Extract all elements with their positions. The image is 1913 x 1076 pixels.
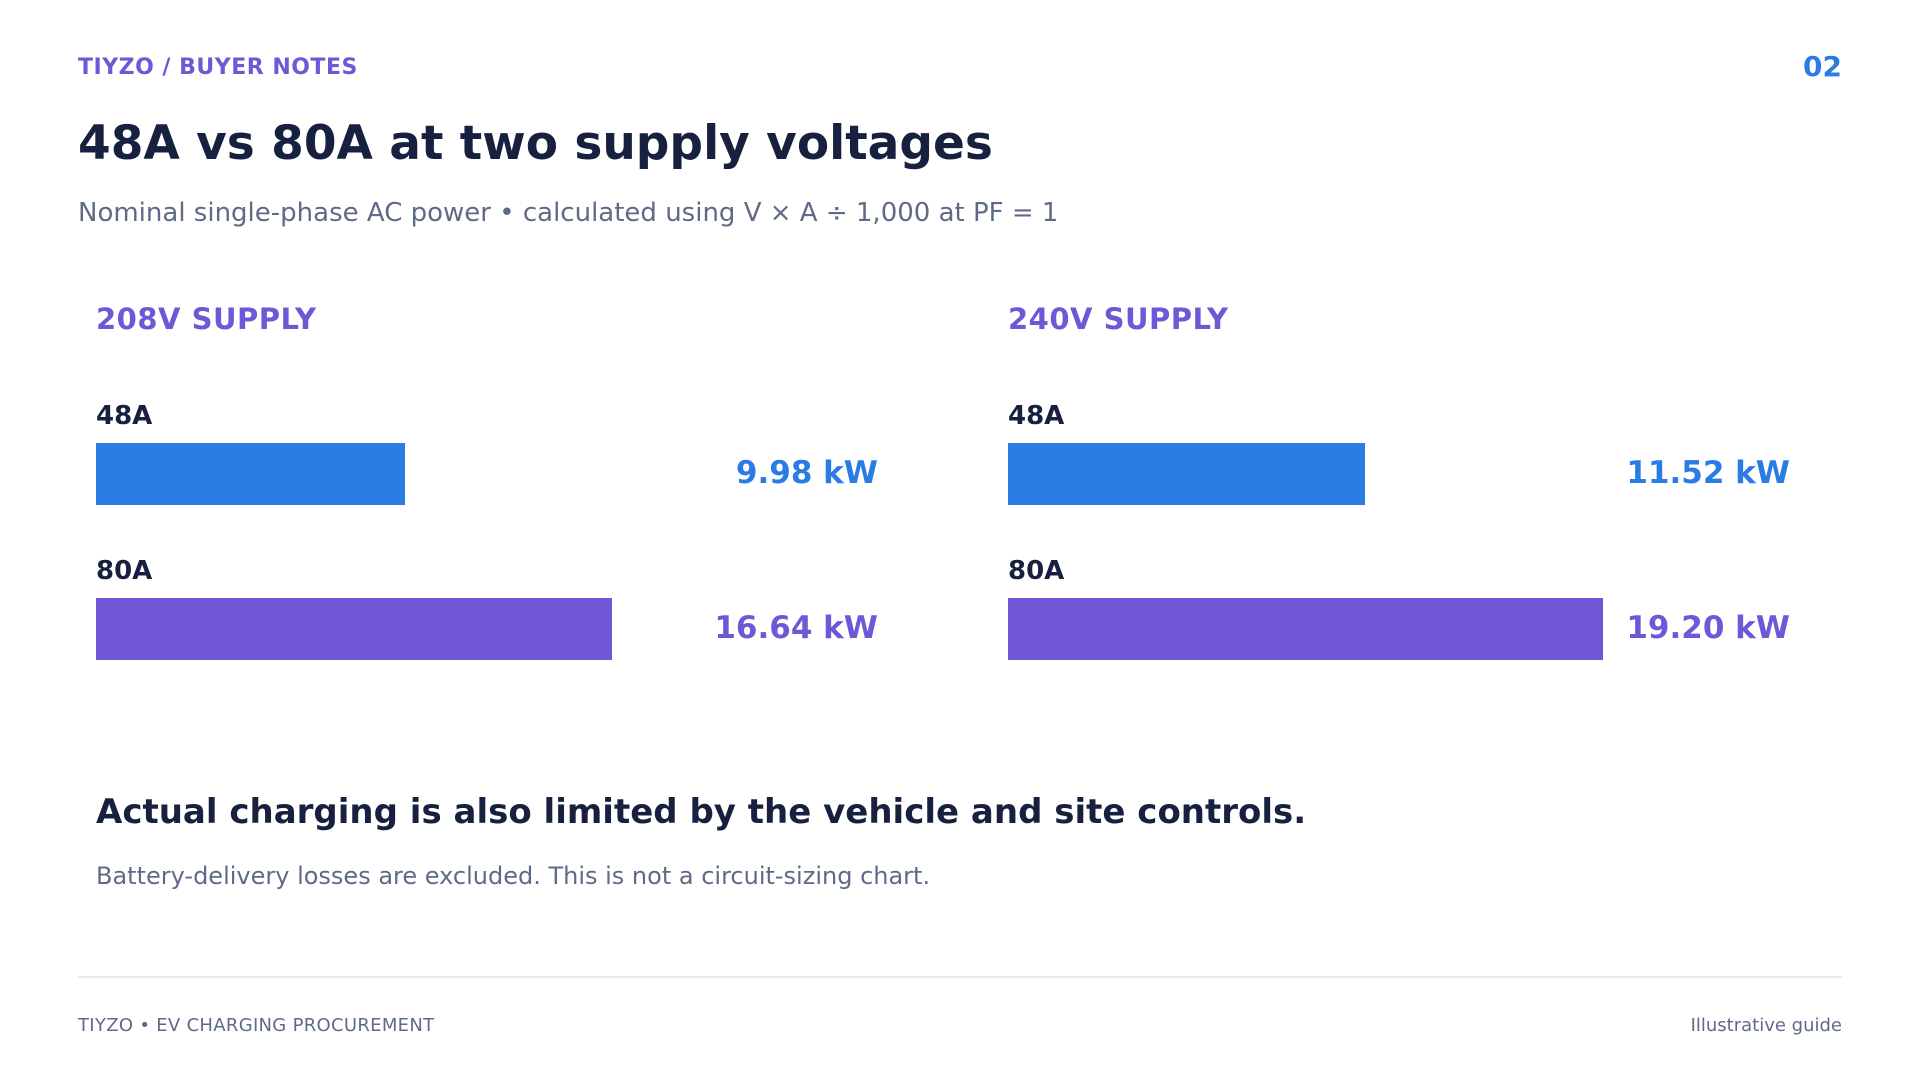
bar-48a — [96, 443, 406, 505]
footnote-body: Battery-delivery losses are excluded. Th… — [96, 862, 931, 890]
bar-row-48a: 48A 11.52 kW — [1008, 401, 1868, 531]
page-title: 48A vs 80A at two supply voltages — [78, 116, 993, 171]
footer-left-text: TIYZO • EV CHARGING PROCUREMENT — [78, 1015, 435, 1036]
bar-80a — [1008, 598, 1604, 660]
chart-240v: 240V SUPPLY 48A 11.52 kW 80A 19.20 kW — [1008, 0, 1868, 700]
breadcrumb: TIYZO / BUYER NOTES — [78, 55, 358, 80]
chart-208v: 208V SUPPLY 48A 9.98 kW 80A 16.64 kW — [96, 0, 956, 700]
footnote-heading: Actual charging is also limited by the v… — [96, 792, 1307, 832]
bar-category-label: 48A — [1008, 401, 1065, 431]
footer-right-text: Illustrative guide — [1690, 1015, 1842, 1036]
chart-title: 208V SUPPLY — [96, 302, 317, 336]
bar-row-48a: 48A 9.98 kW — [96, 401, 956, 531]
bar-category-label: 48A — [96, 401, 153, 431]
bar-value-label: 9.98 kW — [735, 455, 878, 491]
page-subtitle: Nominal single-phase AC power • calculat… — [78, 198, 1059, 228]
bar-value-label: 16.64 kW — [714, 610, 878, 646]
bar-80a — [96, 598, 612, 660]
bar-value-label: 11.52 kW — [1626, 455, 1790, 491]
bar-category-label: 80A — [1008, 556, 1065, 586]
bar-row-80a: 80A 19.20 kW — [1008, 556, 1868, 686]
bar-value-label: 19.20 kW — [1626, 610, 1790, 646]
bar-row-80a: 80A 16.64 kW — [96, 556, 956, 686]
page-number: 02 — [1803, 50, 1842, 83]
footer-divider — [78, 976, 1842, 978]
bar-48a — [1008, 443, 1366, 505]
bar-category-label: 80A — [96, 556, 153, 586]
chart-title: 240V SUPPLY — [1008, 302, 1229, 336]
